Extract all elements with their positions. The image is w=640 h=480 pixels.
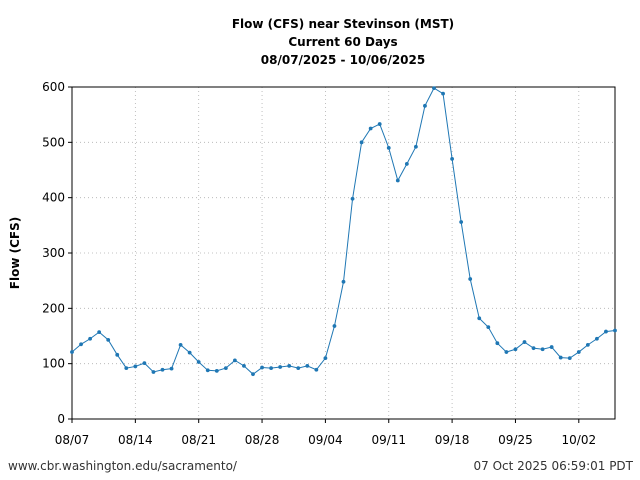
data-point — [133, 364, 138, 369]
data-point — [214, 368, 219, 373]
data-point — [115, 352, 120, 357]
data-point — [242, 363, 246, 368]
data-point — [432, 86, 436, 91]
chart-title: Flow (CFS) near Stevinson (MST) — [232, 17, 454, 31]
data-point — [169, 366, 174, 371]
data-point — [287, 363, 292, 368]
data-point — [124, 366, 129, 370]
data-point — [576, 350, 581, 354]
data-point — [459, 220, 464, 224]
source-url: www.cbr.washington.edu/sacramento/ — [8, 459, 238, 473]
data-point — [495, 341, 500, 346]
series-flow — [70, 86, 617, 377]
x-tick-label: 09/25 — [498, 433, 533, 447]
data-point — [142, 361, 147, 366]
data-point — [585, 342, 590, 347]
data-point — [223, 366, 228, 370]
y-tick-label: 300 — [42, 246, 65, 260]
y-axis: 0 100 200 300 400 500 600 — [42, 80, 72, 426]
data-point — [377, 122, 382, 126]
data-point — [106, 337, 111, 342]
data-point — [558, 355, 563, 360]
data-point — [468, 277, 473, 281]
x-tick-label: 08/07 — [55, 433, 90, 447]
data-point — [278, 365, 283, 369]
data-point — [531, 346, 536, 351]
data-point — [350, 196, 355, 201]
data-point — [549, 345, 554, 349]
plot-frame — [71, 86, 616, 420]
data-point — [414, 144, 418, 149]
x-tick-label: 09/11 — [371, 433, 406, 447]
data-point — [314, 367, 319, 372]
y-tick-label: 100 — [42, 357, 65, 371]
x-tick-label: 08/21 — [181, 433, 216, 447]
data-point — [151, 370, 156, 374]
data-point — [395, 178, 400, 183]
grid-lines — [72, 87, 615, 419]
data-point — [332, 324, 337, 328]
chart-date-range: 08/07/2025 - 10/06/2025 — [261, 53, 425, 67]
data-point — [604, 329, 608, 334]
data-point — [595, 336, 599, 341]
x-tick-label: 10/02 — [562, 433, 597, 447]
data-point — [441, 91, 445, 96]
data-point — [486, 325, 491, 330]
y-tick-label: 600 — [42, 80, 65, 94]
data-point — [359, 140, 364, 145]
data-point — [504, 350, 509, 354]
data-point — [196, 360, 201, 364]
data-point — [404, 162, 409, 166]
series-line — [71, 87, 616, 375]
timestamp: 07 Oct 2025 06:59:01 PDT — [473, 459, 633, 473]
data-point — [477, 316, 482, 321]
x-axis: 08/07 08/14 08/21 08/28 09/04 09/11 09/18 09/25… — [55, 419, 596, 447]
data-point — [70, 350, 74, 354]
data-point — [305, 363, 310, 368]
data-point — [88, 336, 92, 341]
data-point — [540, 347, 545, 352]
data-point — [296, 366, 301, 370]
x-tick-label: 08/14 — [118, 433, 153, 447]
data-point — [341, 279, 346, 284]
data-point — [368, 126, 373, 131]
x-tick-label: 09/18 — [435, 433, 470, 447]
data-point — [269, 366, 273, 370]
data-point — [323, 356, 328, 361]
data-point — [187, 350, 192, 355]
y-tick-label: 400 — [42, 191, 65, 205]
data-point — [386, 145, 391, 150]
y-tick-label: 500 — [42, 135, 65, 149]
x-tick-label: 08/28 — [245, 433, 280, 447]
data-point — [260, 365, 264, 370]
data-point — [513, 347, 518, 352]
data-point — [160, 367, 165, 372]
data-point — [205, 368, 210, 373]
y-axis-label: Flow (CFS) — [8, 217, 22, 289]
x-tick-label: 09/04 — [308, 433, 343, 447]
data-point — [251, 372, 255, 377]
data-point — [178, 342, 183, 347]
data-point — [522, 340, 527, 344]
data-point — [450, 157, 454, 161]
data-point — [233, 358, 237, 363]
chart-subtitle: Current 60 Days — [288, 35, 397, 49]
data-point — [79, 342, 83, 347]
data-point — [567, 356, 572, 361]
y-tick-label: 200 — [42, 301, 65, 315]
y-tick-label: 0 — [57, 412, 65, 426]
data-point — [613, 328, 617, 333]
data-point — [97, 330, 102, 335]
data-point — [423, 103, 427, 108]
